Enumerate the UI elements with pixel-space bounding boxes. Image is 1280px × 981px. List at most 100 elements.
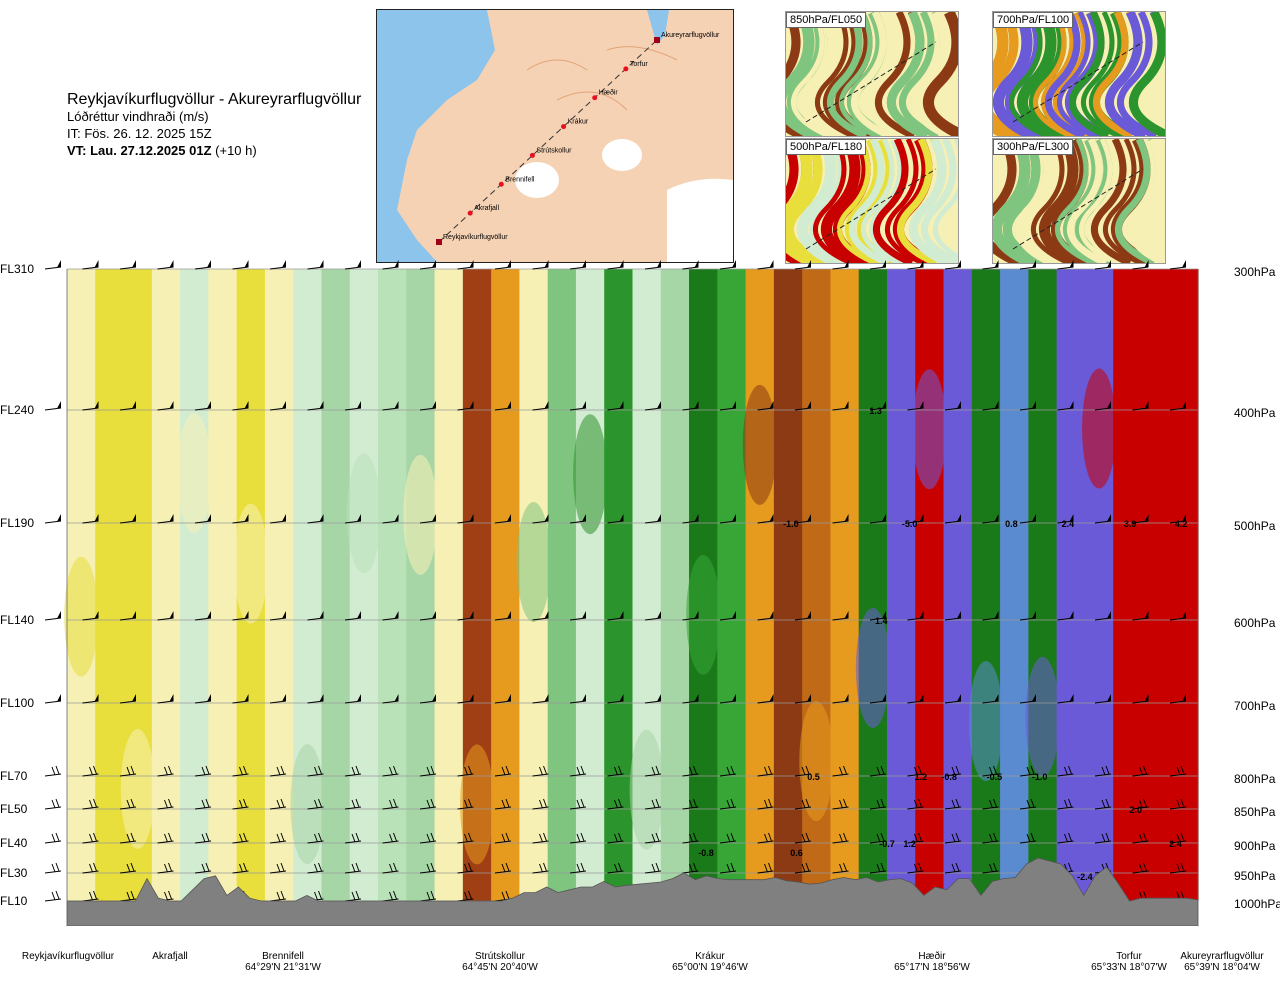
mini-map-band: [849, 139, 890, 263]
field-column: [321, 269, 351, 901]
wind-barb: [719, 765, 737, 777]
wind-barb-shaft: [719, 520, 737, 524]
wind-barb: [757, 798, 774, 810]
wind-barb-flag: [280, 862, 285, 872]
wind-barb-shaft: [982, 806, 999, 810]
wind-barb: [494, 260, 512, 270]
wind-barb-shaft: [194, 407, 212, 411]
wind-barb-pennant: [282, 401, 286, 409]
wind-barb: [194, 832, 212, 844]
wind-barb-pennant: [807, 401, 811, 409]
wind-barb-shaft: [757, 700, 774, 704]
wind-barb: [344, 862, 362, 874]
wind-barb-shaft: [494, 806, 512, 810]
wind-barb-flag: [55, 765, 60, 775]
wind-barb-pennant: [544, 260, 549, 268]
wind-barb: [757, 514, 774, 524]
wind-barb-pennant: [507, 260, 511, 268]
wind-barb-shaft: [1019, 520, 1037, 524]
wind-barb: [944, 832, 962, 844]
wind-barb: [457, 832, 474, 844]
wind-barb-shaft: [419, 840, 437, 844]
wind-barb-flag: [1026, 799, 1031, 809]
wind-barb-flag: [393, 765, 397, 775]
mini-map-band: [813, 139, 853, 263]
wind-barb-pennant: [394, 260, 399, 268]
wind-barb-shaft: [644, 617, 662, 621]
wind-barb-flag: [351, 766, 356, 776]
wind-barb-flag: [805, 862, 810, 872]
route-title: Reykjavíkurflugvöllur - Akureyrarflugvöl…: [67, 91, 362, 108]
wind-barb-pennant: [282, 694, 286, 702]
wind-barb: [982, 798, 999, 810]
wind-barb-flag: [726, 863, 731, 873]
wind-barb-flag: [55, 798, 60, 808]
wind-barb-flag: [351, 833, 356, 843]
wind-barb-shaft: [194, 700, 212, 704]
wind-barb-flag: [239, 766, 243, 776]
wind-barb-shaft: [869, 266, 887, 270]
wind-barb-shaft: [569, 773, 587, 777]
field-column: [1084, 269, 1114, 901]
wind-barb: [907, 514, 924, 524]
wind-barb-flag: [93, 832, 97, 842]
wind-barb-shaft: [757, 870, 774, 874]
waypoint-label: Hæðir 65°17'N 18°56'W: [894, 951, 970, 973]
wind-barb: [344, 401, 362, 411]
level-lines: [66, 268, 1199, 902]
wind-barb: [382, 694, 399, 704]
wind-barb-shaft: [269, 870, 287, 874]
wind-barb-shaft: [1132, 840, 1149, 844]
wind-barb-pennant: [357, 260, 361, 268]
wind-barb-pennant: [732, 260, 736, 268]
field-lobe: [1082, 368, 1117, 489]
wind-barb-flag: [768, 798, 772, 808]
wind-barb-flag: [468, 798, 472, 808]
wind-barb-shaft: [532, 840, 549, 844]
wind-barb-shaft: [44, 898, 62, 902]
wind-barb-flag: [89, 863, 93, 873]
field-lobe: [120, 729, 155, 850]
value-label: 3.9: [1124, 519, 1137, 529]
waypoint-name: Hæðir: [918, 951, 946, 962]
wind-barb-flag: [543, 798, 547, 808]
wind-barb: [607, 798, 624, 810]
wind-barb-pennant: [469, 611, 474, 619]
wind-barb: [1169, 765, 1187, 777]
wind-barb-shaft: [682, 407, 699, 411]
pressure-level-label: 500hPa: [1234, 519, 1276, 533]
wind-barb-pennant: [244, 260, 249, 268]
wind-barb-pennant: [1069, 260, 1074, 268]
title-block: Reykjavíkurflugvöllur - Akureyrarflugvöl…: [67, 91, 377, 159]
wind-barb-flag: [393, 862, 397, 872]
wind-barb-flag: [543, 832, 547, 842]
wind-barb-flag: [464, 766, 468, 776]
wind-barb-shaft: [1019, 617, 1037, 621]
wind-barb-flag: [955, 862, 960, 872]
wind-barb-shaft: [682, 700, 699, 704]
wind-barb-pennant: [694, 260, 699, 268]
wind-barb-shaft: [457, 870, 474, 874]
wind-barb-flag: [801, 863, 806, 873]
wind-barb-shaft: [869, 407, 887, 411]
wind-barb-shaft: [1094, 407, 1112, 411]
wind-barb: [607, 765, 624, 777]
wind-barb: [832, 862, 849, 874]
mini-map-field: [786, 139, 958, 263]
wind-barb-pennant: [844, 260, 849, 268]
wind-barb-shaft: [157, 266, 174, 270]
wind-barb-shaft: [532, 870, 549, 874]
wind-barb: [907, 694, 924, 704]
wind-barb-flag: [168, 862, 172, 872]
field-column: [180, 269, 209, 901]
wind-barb-pennant: [919, 401, 924, 409]
wind-barb-pennant: [394, 401, 399, 409]
wind-barb-shaft: [457, 266, 474, 270]
wind-barb-shaft: [719, 617, 737, 621]
cross-section: 1.3 -1.0 -5.0 0.8 2.4 3.9 4.2 1.4 0.5 1.2 -0.8 -0.5…: [0, 255, 1280, 945]
waypoint-name: Strútskollur: [474, 951, 525, 962]
wind-barb-shaft: [269, 617, 287, 621]
wind-barb-shaft: [269, 806, 287, 810]
wind-barb-shaft: [344, 407, 362, 411]
pressure-level-label: 850hPa: [1234, 805, 1276, 819]
